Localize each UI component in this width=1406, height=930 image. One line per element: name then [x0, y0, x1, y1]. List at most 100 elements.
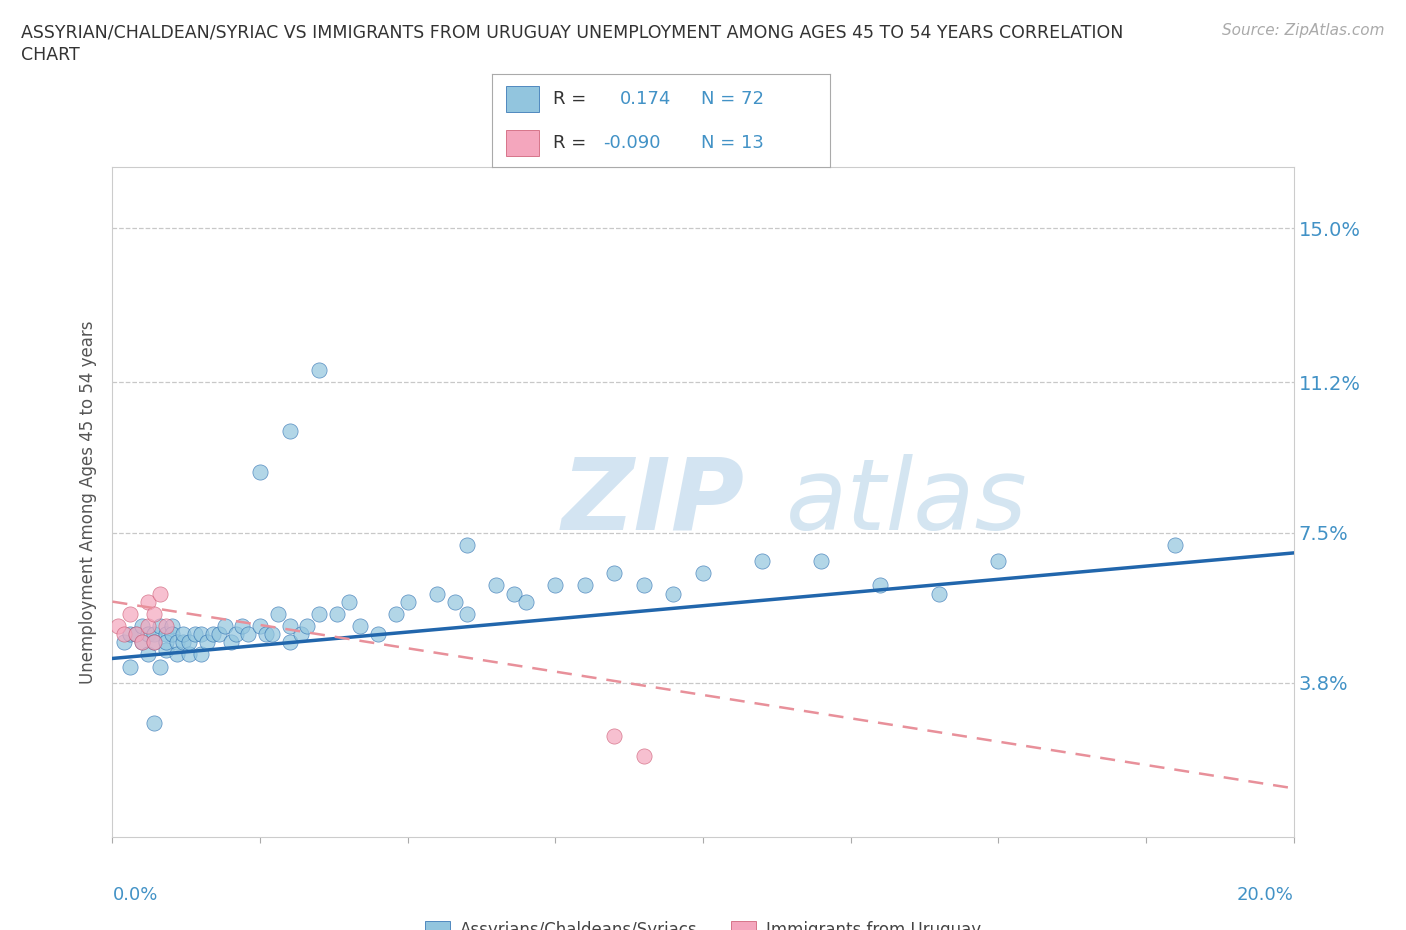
- Point: [290, 627, 312, 642]
- Point: [112, 627, 135, 642]
- Point: [136, 594, 159, 609]
- Point: [297, 618, 319, 633]
- Text: -0.090: -0.090: [603, 134, 661, 153]
- Point: [426, 586, 449, 601]
- Point: [160, 618, 183, 633]
- Point: [166, 635, 188, 650]
- Bar: [506, 130, 540, 156]
- Point: [1164, 538, 1187, 552]
- Point: [396, 594, 419, 609]
- Point: [149, 659, 172, 674]
- Point: [503, 586, 526, 601]
- Point: [349, 618, 371, 633]
- Text: Source: ZipAtlas.com: Source: ZipAtlas.com: [1222, 23, 1385, 38]
- Point: [131, 635, 153, 650]
- Point: [987, 553, 1010, 568]
- Point: [810, 553, 832, 568]
- Point: [456, 606, 478, 621]
- Point: [225, 627, 247, 642]
- Point: [603, 565, 626, 580]
- Point: [249, 464, 271, 479]
- Point: [120, 627, 142, 642]
- Point: [155, 643, 177, 658]
- Point: [633, 578, 655, 592]
- Point: [142, 606, 165, 621]
- Point: [603, 728, 626, 743]
- Point: [120, 606, 142, 621]
- Point: [515, 594, 537, 609]
- Point: [179, 647, 201, 662]
- Point: [120, 659, 142, 674]
- Point: [278, 424, 301, 439]
- Text: ZIP: ZIP: [561, 454, 744, 551]
- Point: [869, 578, 891, 592]
- Point: [136, 627, 159, 642]
- Point: [149, 618, 172, 633]
- Point: [155, 627, 177, 642]
- Point: [238, 627, 260, 642]
- Point: [456, 538, 478, 552]
- Text: 20.0%: 20.0%: [1237, 885, 1294, 904]
- Point: [485, 578, 508, 592]
- Point: [219, 635, 242, 650]
- Point: [107, 618, 129, 633]
- Point: [692, 565, 714, 580]
- Point: [385, 606, 408, 621]
- Point: [231, 618, 253, 633]
- Point: [662, 586, 685, 601]
- Text: CHART: CHART: [21, 46, 80, 64]
- Point: [136, 647, 159, 662]
- Point: [142, 635, 165, 650]
- Point: [633, 749, 655, 764]
- Point: [125, 627, 148, 642]
- Point: [142, 716, 165, 731]
- Point: [278, 618, 301, 633]
- Point: [131, 635, 153, 650]
- Point: [928, 586, 950, 601]
- Point: [142, 627, 165, 642]
- Point: [190, 647, 212, 662]
- Text: atlas: atlas: [786, 454, 1028, 551]
- Point: [751, 553, 773, 568]
- Point: [172, 635, 194, 650]
- Point: [367, 627, 389, 642]
- Point: [136, 618, 159, 633]
- Point: [131, 618, 153, 633]
- Point: [574, 578, 596, 592]
- Point: [267, 606, 290, 621]
- Point: [214, 618, 236, 633]
- Y-axis label: Unemployment Among Ages 45 to 54 years: Unemployment Among Ages 45 to 54 years: [79, 321, 97, 684]
- Point: [166, 647, 188, 662]
- Point: [184, 627, 207, 642]
- Point: [179, 635, 201, 650]
- Point: [190, 627, 212, 642]
- Bar: [506, 86, 540, 112]
- Point: [249, 618, 271, 633]
- Point: [326, 606, 349, 621]
- Point: [160, 627, 183, 642]
- Text: 0.0%: 0.0%: [112, 885, 157, 904]
- Text: R =: R =: [553, 134, 586, 153]
- Text: R =: R =: [553, 89, 586, 108]
- Point: [195, 635, 218, 650]
- Point: [172, 627, 194, 642]
- Point: [260, 627, 283, 642]
- Point: [337, 594, 360, 609]
- Point: [125, 627, 148, 642]
- Legend: Assyrians/Chaldeans/Syriacs, Immigrants from Uruguay: Assyrians/Chaldeans/Syriacs, Immigrants …: [416, 912, 990, 930]
- Point: [444, 594, 467, 609]
- Point: [278, 635, 301, 650]
- Text: 0.174: 0.174: [620, 89, 672, 108]
- Text: ASSYRIAN/CHALDEAN/SYRIAC VS IMMIGRANTS FROM URUGUAY UNEMPLOYMENT AMONG AGES 45 T: ASSYRIAN/CHALDEAN/SYRIAC VS IMMIGRANTS F…: [21, 23, 1123, 41]
- Point: [201, 627, 224, 642]
- Point: [155, 618, 177, 633]
- Text: N = 72: N = 72: [702, 89, 765, 108]
- Point: [208, 627, 231, 642]
- Text: N = 13: N = 13: [702, 134, 765, 153]
- Point: [142, 635, 165, 650]
- Point: [308, 363, 330, 378]
- Point: [254, 627, 277, 642]
- Point: [149, 586, 172, 601]
- Point: [112, 635, 135, 650]
- Point: [308, 606, 330, 621]
